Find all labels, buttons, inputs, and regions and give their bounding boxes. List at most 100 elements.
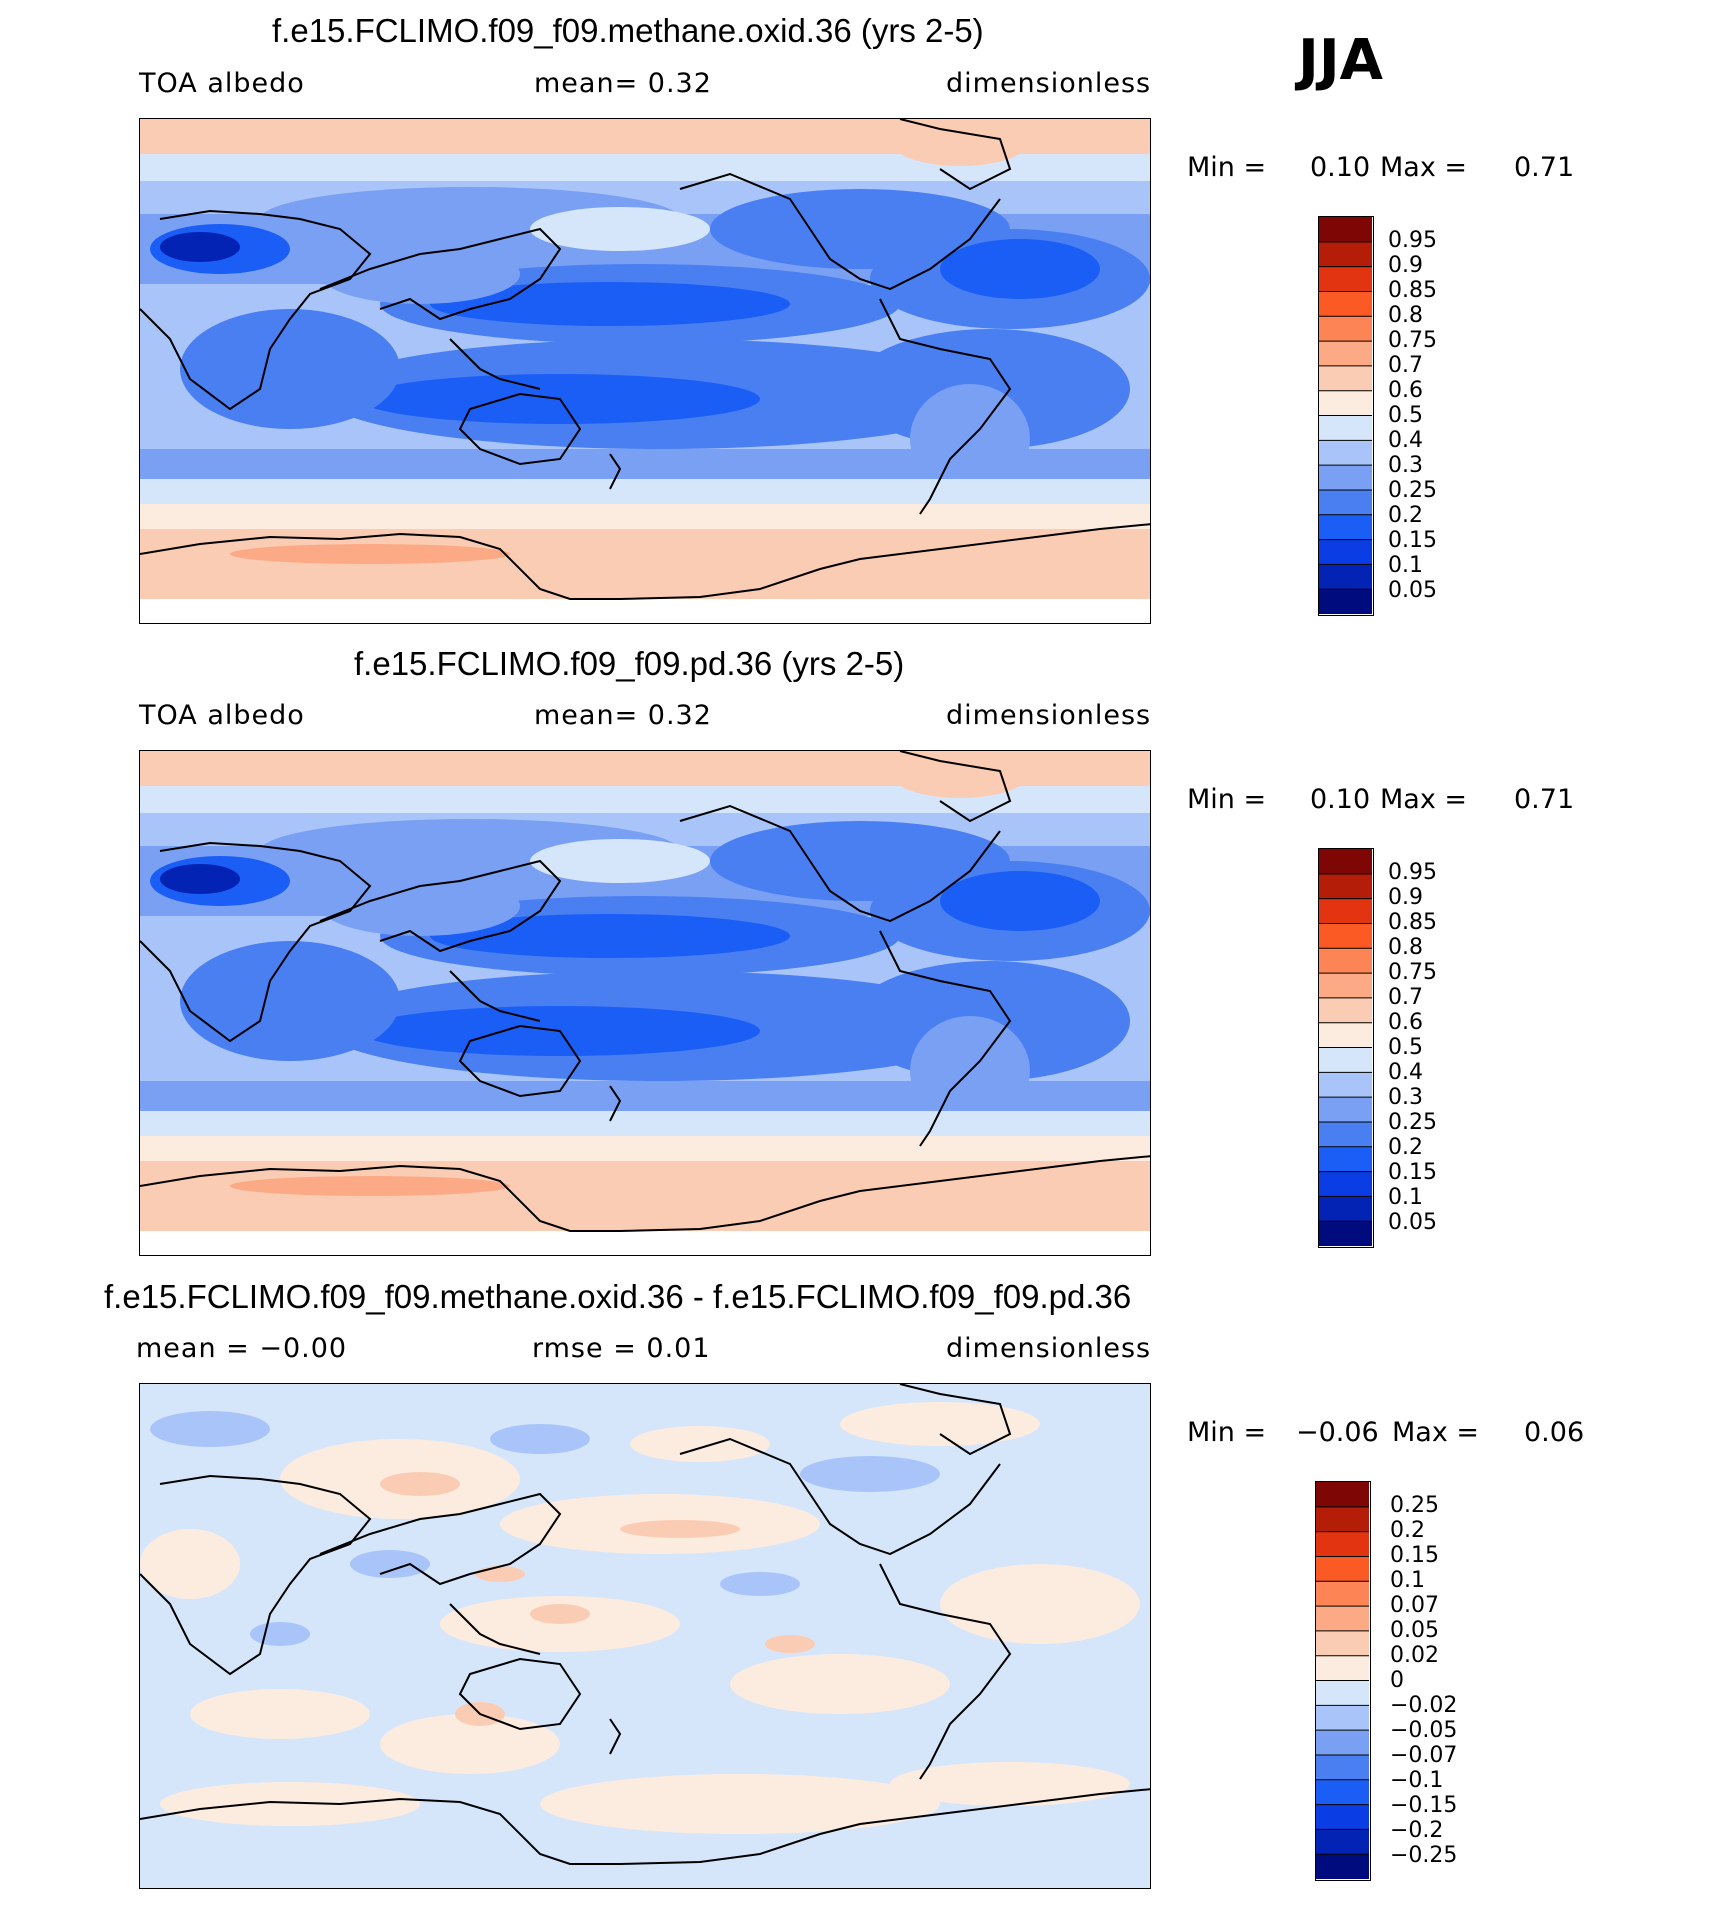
panel-3-min-label: Min = [1187,1417,1267,1448]
panel-3-title: f.e15.FCLIMO.f09_f09.methane.oxid.36 - f… [104,1278,1132,1315]
panel-2-max-value: 0.71 [1514,784,1575,815]
colorbar-segment [1319,341,1372,367]
colorbar-segment [1319,1121,1372,1148]
colorbar-tick-label: 0.2 [1388,503,1423,528]
colorbar-segment [1316,1730,1369,1756]
panel-3-units-label: dimensionless [946,1333,1152,1364]
colorbar-tick-label: 0.07 [1390,1593,1439,1618]
colorbar-tick-label: 0.25 [1388,1110,1437,1135]
colorbar-segment [1319,1072,1372,1098]
colorbar-tick-label: 0.2 [1390,1518,1425,1543]
colorbar-segment [1319,316,1372,342]
colorbar-tick-label: −0.05 [1390,1718,1458,1743]
colorbar-segment [1319,365,1372,392]
panel-1-title: f.e15.FCLIMO.f09_f09.methane.oxid.36 (yr… [272,12,984,49]
negative-anomaly-patches [150,1411,940,1646]
colorbar-segment [1316,1804,1369,1830]
colorbar-segment [1316,1581,1369,1607]
colorbar-segment [1319,948,1372,974]
colorbar-segment [1319,923,1372,949]
colorbar-segment [1319,1097,1372,1123]
colorbar-tick-label: 0.3 [1388,1085,1423,1110]
panel-1-max-label: Max = [1380,152,1468,183]
colorbar-segment [1316,1630,1369,1657]
colorbar-tick-label: 0.05 [1390,1618,1439,1643]
panel-1-units-label: dimensionless [946,68,1152,99]
coastlines [140,119,1150,600]
panel-3-max-value: 0.06 [1524,1417,1585,1448]
colorbar-tick-label: 0.7 [1388,353,1423,378]
colorbar-segment [1316,1680,1369,1706]
panel-3-max-label: Max = [1392,1417,1480,1448]
colorbar-tick-label: −0.15 [1390,1793,1458,1818]
colorbar-segment [1316,1829,1369,1855]
colorbar-segment [1319,564,1372,590]
colorbar-tick-label: 0.95 [1388,228,1437,253]
colorbar-tick-label: 0.9 [1388,253,1423,278]
colorbar-segment [1319,1221,1372,1246]
colorbar-segment [1316,1754,1369,1781]
panel-2-min-label: Min = [1187,784,1267,815]
colorbar-segment [1319,291,1372,317]
panel-2-title: f.e15.FCLIMO.f09_f09.pd.36 (yrs 2-5) [354,645,905,682]
colorbar-segment [1319,1171,1372,1197]
panel-3-min-value: −0.06 [1296,1417,1379,1448]
coastlines [140,751,1150,1232]
colorbar-segment [1319,489,1372,516]
colorbar-segment [1319,589,1372,614]
panel-3-colorbar [1315,1481,1371,1881]
colorbar-tick-label: −0.07 [1390,1743,1458,1768]
colorbar-segment [1316,1506,1369,1533]
colorbar-segment [1319,415,1372,441]
colorbar-tick-label: 0.8 [1388,303,1423,328]
colorbar-tick-label: 0.1 [1388,553,1423,578]
colorbar-segment [1316,1779,1369,1806]
panel-3-mean-label: mean = −0.00 [136,1333,348,1364]
colorbar-tick-label: 0.7 [1388,985,1423,1010]
colorbar-segment [1316,1606,1369,1632]
colorbar-segment [1319,1196,1372,1222]
panel-2-colorbar [1318,848,1374,1248]
colorbar-tick-label: 0.1 [1388,1185,1423,1210]
colorbar-segment [1319,873,1372,900]
colorbar-tick-label: 0.15 [1388,1160,1437,1185]
colorbar-segment [1319,241,1372,268]
colorbar-segment [1319,217,1372,243]
colorbar-segment [1316,1482,1369,1508]
colorbar-segment [1319,1146,1372,1173]
colorbar-tick-label: 0.9 [1388,885,1423,910]
panel-2-min-value: 0.10 [1310,784,1371,815]
coastlines [140,1384,1150,1865]
panel-1-map [139,118,1151,624]
panel-2-units-label: dimensionless [946,700,1152,731]
colorbar-segment [1319,266,1372,292]
colorbar-tick-label: 0.02 [1390,1643,1439,1668]
colorbar-tick-label: 0.15 [1388,528,1437,553]
colorbar-tick-label: 0.6 [1388,1010,1423,1035]
panel-1-max-value: 0.71 [1514,152,1575,183]
colorbar-segment [1316,1854,1369,1879]
colorbar-tick-label: 0.1 [1390,1568,1425,1593]
colorbar-tick-label: 0.25 [1390,1493,1439,1518]
colorbar-tick-label: −0.02 [1390,1693,1458,1718]
colorbar-tick-label: 0.5 [1388,403,1423,428]
colorbar-segment [1319,997,1372,1024]
colorbar-tick-label: 0.05 [1388,578,1437,603]
season-label: JJA [1298,28,1384,93]
panel-1-variable-label: TOA albedo [139,68,305,99]
colorbar-segment [1319,465,1372,491]
colorbar-segment [1319,390,1372,416]
colorbar-tick-label: 0.25 [1388,478,1437,503]
colorbar-tick-label: 0.75 [1388,960,1437,985]
colorbar-tick-label: −0.1 [1390,1768,1444,1793]
panel-2-mean-label: mean= 0.32 [534,700,712,731]
colorbar-tick-label: 0.05 [1388,1210,1437,1235]
colorbar-segment [1319,1022,1372,1048]
colorbar-segment [1319,973,1372,999]
panel-1-mean-label: mean= 0.32 [534,68,712,99]
colorbar-tick-label: 0.85 [1388,278,1437,303]
colorbar-segment [1319,539,1372,565]
panel-2-max-label: Max = [1380,784,1468,815]
colorbar-tick-label: 0.95 [1388,860,1437,885]
panel-1-colorbar [1318,216,1374,616]
